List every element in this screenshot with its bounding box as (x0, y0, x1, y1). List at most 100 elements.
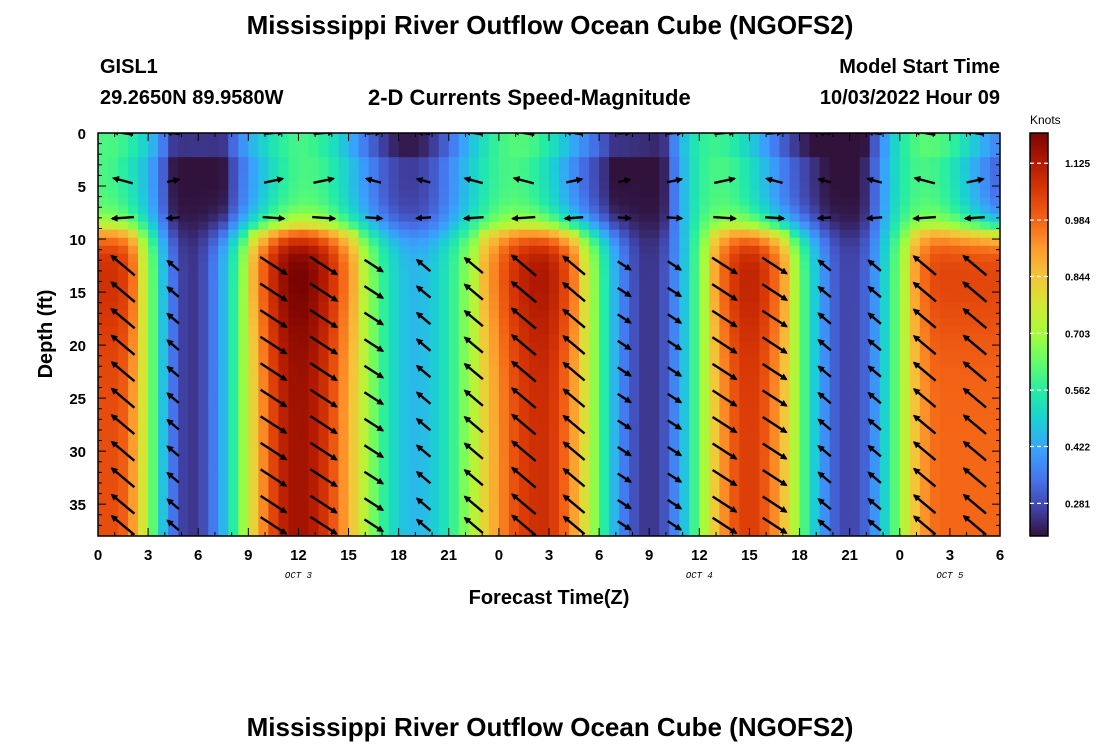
heatmap-cell (939, 415, 951, 424)
heatmap-cell (138, 261, 149, 271)
heatmap-cell (248, 294, 259, 303)
heatmap-cell (859, 197, 871, 207)
heatmap-cell (168, 197, 179, 207)
heatmap-cell (689, 342, 700, 352)
heatmap-cell (388, 221, 400, 231)
heatmap-cell (478, 294, 490, 303)
heatmap-cell (358, 213, 370, 223)
heatmap-cell (348, 495, 360, 505)
heatmap-cell (689, 245, 700, 255)
heatmap-cell (679, 342, 690, 352)
heatmap-cell (809, 503, 821, 513)
heatmap-cell (559, 270, 570, 279)
heatmap-cell (939, 294, 951, 303)
heatmap-cell (468, 479, 480, 489)
heatmap-cell (308, 197, 320, 207)
heatmap-cell (318, 286, 330, 295)
heatmap-cell (108, 229, 119, 239)
heatmap-cell (689, 447, 700, 456)
heatmap-cell (679, 358, 690, 368)
heatmap-cell (589, 318, 600, 328)
current-vector (263, 176, 285, 184)
heatmap-cell (268, 165, 279, 174)
heatmap-cell (338, 173, 350, 182)
heatmap-cell (348, 270, 360, 279)
heatmap-cell (418, 439, 430, 448)
heatmap-cell (238, 221, 249, 231)
heatmap-cell (649, 270, 660, 279)
heatmap-cell (398, 197, 410, 207)
heatmap-cell (368, 463, 380, 473)
heatmap-cell (869, 189, 881, 199)
heatmap-cell (308, 261, 320, 271)
heatmap-cell (619, 189, 630, 199)
heatmap-cell (528, 471, 540, 481)
heatmap-cell (188, 382, 199, 392)
heatmap-cell (138, 318, 149, 328)
heatmap-cell (308, 270, 320, 279)
heatmap-cell (889, 213, 901, 223)
heatmap-cell (869, 471, 881, 481)
heatmap-cell (869, 463, 881, 473)
current-vector (415, 258, 432, 273)
heatmap-cell (769, 455, 781, 465)
heatmap-cell (609, 455, 620, 465)
heatmap-cell (308, 487, 320, 497)
heatmap-cell (649, 237, 660, 247)
heatmap-cell (619, 141, 630, 150)
heatmap-cell (238, 205, 249, 215)
heatmap-cell (418, 471, 430, 481)
heatmap-cell (559, 286, 570, 295)
heatmap-cell (569, 334, 580, 344)
x-tick-label: 21 (841, 547, 858, 564)
heatmap-cell (388, 326, 400, 336)
heatmap-cell (308, 149, 320, 158)
heatmap-cell (208, 407, 219, 416)
heatmap-cell (408, 229, 420, 239)
heatmap-cell (418, 390, 430, 400)
heatmap-cell (358, 270, 370, 279)
heatmap-cell (148, 173, 159, 182)
heatmap-cell (278, 197, 290, 207)
heatmap-cell (388, 366, 400, 376)
heatmap-cell (398, 495, 410, 505)
heatmap-cell (829, 382, 841, 392)
heatmap-cell (318, 479, 330, 489)
heatmap-cell (348, 278, 360, 287)
heatmap-cell (729, 189, 741, 199)
heatmap-cell (518, 294, 530, 303)
heatmap-cell (348, 463, 360, 473)
heatmap-cell (899, 229, 911, 239)
heatmap-cell (408, 294, 420, 303)
heatmap-cell (348, 310, 360, 319)
heatmap-cell (759, 133, 771, 142)
heatmap-cell (759, 326, 771, 336)
heatmap-cell (498, 221, 510, 231)
heatmap-cell (398, 390, 410, 400)
heatmap-cell (498, 390, 510, 400)
heatmap-cell (348, 181, 360, 191)
heatmap-cell (589, 278, 600, 287)
heatmap-cell (939, 479, 951, 489)
heatmap-cell (899, 471, 911, 481)
heatmap-cell (458, 237, 470, 247)
heatmap-cell (769, 318, 781, 328)
heatmap-cell (178, 519, 189, 529)
heatmap-cell (428, 511, 440, 521)
heatmap-cell (188, 133, 199, 142)
heatmap-cell (208, 382, 219, 392)
heatmap-cell (228, 511, 239, 521)
heatmap-cell (549, 253, 560, 263)
heatmap-cell (969, 278, 981, 287)
heatmap-cell (198, 487, 209, 497)
heatmap-cell (198, 447, 209, 456)
heatmap-cell (288, 133, 300, 142)
heatmap-cell (198, 310, 209, 319)
heatmap-cell (569, 173, 580, 182)
heatmap-cell (579, 278, 590, 287)
heatmap-cell (148, 350, 159, 360)
heatmap-cell (809, 463, 821, 473)
heatmap-cell (689, 261, 700, 271)
heatmap-cell (418, 310, 430, 319)
heatmap-cell (669, 374, 680, 384)
